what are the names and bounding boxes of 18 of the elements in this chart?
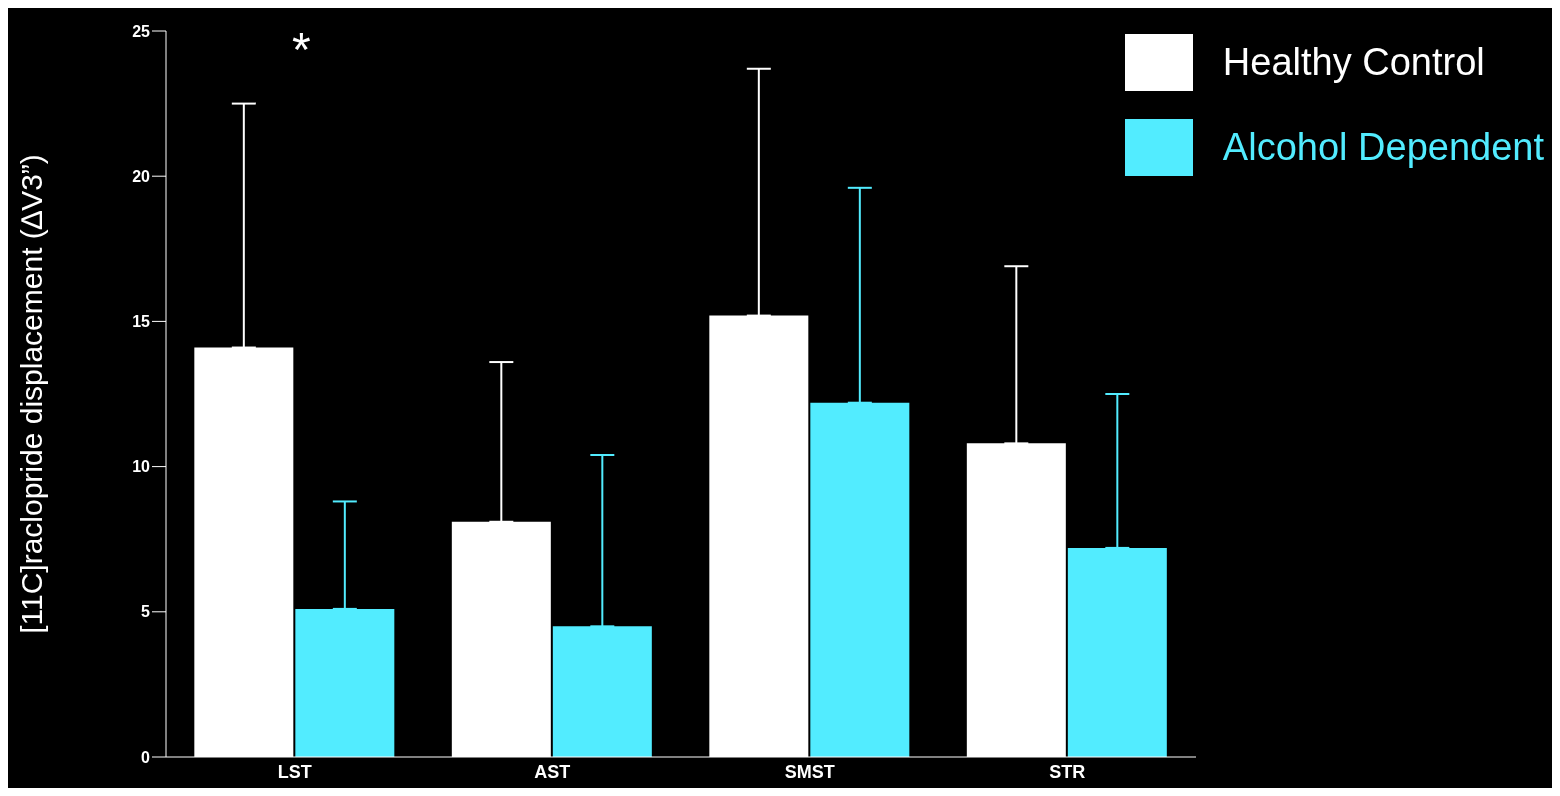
annotation: * bbox=[292, 23, 311, 76]
y-tick-label: 15 bbox=[132, 313, 151, 331]
x-tick-label: LST bbox=[277, 761, 312, 782]
x-tick-label: AST bbox=[534, 761, 571, 782]
y-tick-label: 10 bbox=[132, 458, 151, 476]
legend-label: Healthy Control bbox=[1222, 41, 1485, 84]
y-axis-title: [11C]raclopride displacement (∆V3”) bbox=[14, 154, 48, 634]
bar bbox=[810, 402, 910, 757]
x-tick-label: STR bbox=[1049, 761, 1086, 782]
y-tick-label: 0 bbox=[141, 748, 151, 766]
y-tick-label: 5 bbox=[141, 603, 151, 621]
y-tick-label: 20 bbox=[132, 167, 151, 185]
y-tick-label: 25 bbox=[132, 22, 151, 40]
bar bbox=[1067, 547, 1167, 757]
bar bbox=[552, 626, 652, 757]
bar bbox=[295, 608, 395, 757]
x-tick-label: SMST bbox=[784, 761, 835, 782]
legend-label: Alcohol Dependent bbox=[1222, 126, 1544, 169]
